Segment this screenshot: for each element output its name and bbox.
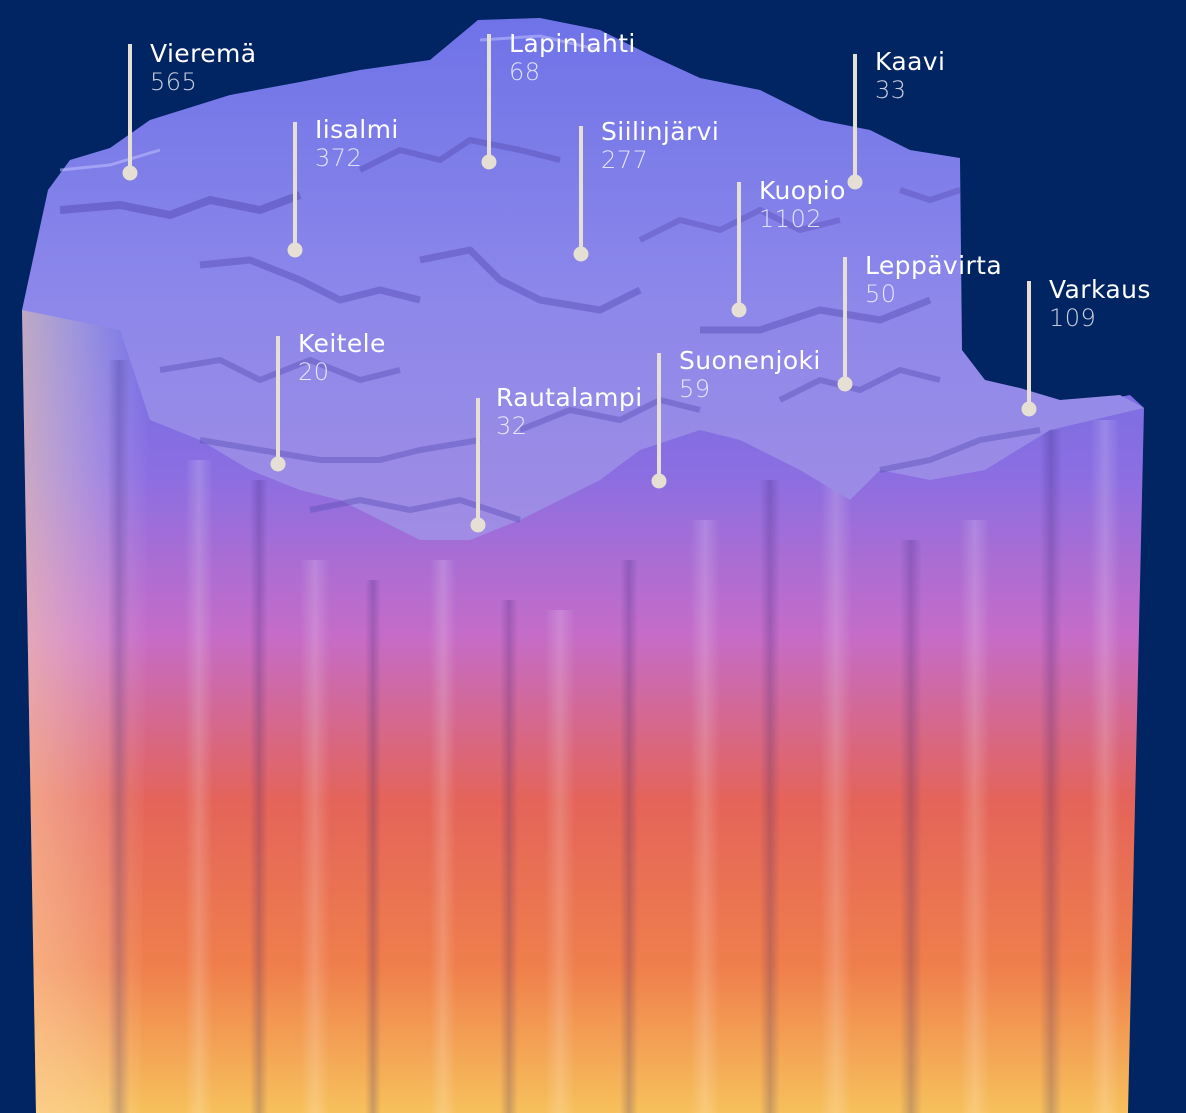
surface-relief — [59, 34, 1041, 523]
municipality-value: 1102 — [759, 204, 823, 233]
municipality-value: 32 — [496, 411, 528, 440]
label-rautalampi: Rautalampi 32 — [496, 383, 643, 440]
label-siilinjarvi: Siilinjärvi 277 — [601, 117, 720, 174]
label-varkaus: Varkaus 109 — [1049, 275, 1151, 332]
municipality-name: Rautalampi — [496, 383, 643, 412]
municipality-value: 277 — [601, 145, 649, 174]
label-kaavi: Kaavi 33 — [875, 47, 946, 104]
municipality-name: Iisalmi — [315, 115, 399, 144]
marker-pin-suonenjoki — [651, 353, 667, 489]
municipality-value: 59 — [679, 374, 711, 403]
column-stripes — [108, 360, 1120, 1113]
municipality-name: Varkaus — [1049, 275, 1151, 304]
label-kuopio: Kuopio 1102 — [759, 176, 846, 233]
extruded-left-highlight — [22, 310, 150, 1113]
municipality-name: Vieremä — [150, 39, 257, 68]
label-vierema: Vieremä 565 — [150, 39, 257, 96]
municipality-name: Leppävirta — [865, 251, 1003, 280]
marker-pin-kaavi — [847, 54, 863, 190]
municipality-name: Siilinjärvi — [601, 117, 720, 146]
municipality-name: Suonenjoki — [679, 346, 821, 375]
municipality-name: Kaavi — [875, 47, 946, 76]
marker-pin-iisalmi — [287, 122, 303, 258]
label-lapinlahti: Lapinlahti 68 — [509, 29, 636, 86]
municipality-name: Keitele — [298, 329, 386, 358]
label-keitele: Keitele 20 — [298, 329, 386, 386]
municipality-value: 33 — [875, 75, 907, 104]
municipality-value: 372 — [315, 143, 363, 172]
marker-pin-keitele — [270, 336, 286, 472]
map-top-surface — [22, 18, 1144, 540]
marker-pin-rautalampi — [470, 398, 486, 533]
municipality-value: 68 — [509, 57, 541, 86]
municipality-name: Kuopio — [759, 176, 846, 205]
marker-pin-kuopio — [731, 182, 747, 318]
municipality-value: 50 — [865, 279, 897, 308]
label-suonenjoki: Suonenjoki 59 — [679, 346, 821, 403]
marker-pins — [122, 34, 1037, 533]
marker-pin-leppavirta — [837, 257, 853, 392]
municipality-value: 20 — [298, 357, 330, 386]
label-leppavirta: Leppävirta 50 — [865, 251, 1003, 308]
municipality-value: 109 — [1049, 303, 1097, 332]
marker-pin-lapinlahti — [481, 34, 497, 170]
municipality-value: 565 — [150, 67, 198, 96]
marker-pin-vierema — [122, 44, 138, 181]
municipality-name: Lapinlahti — [509, 29, 636, 58]
label-iisalmi: Iisalmi 372 — [315, 115, 399, 172]
marker-pin-siilinjarvi — [573, 126, 589, 262]
marker-pin-varkaus — [1021, 281, 1037, 417]
